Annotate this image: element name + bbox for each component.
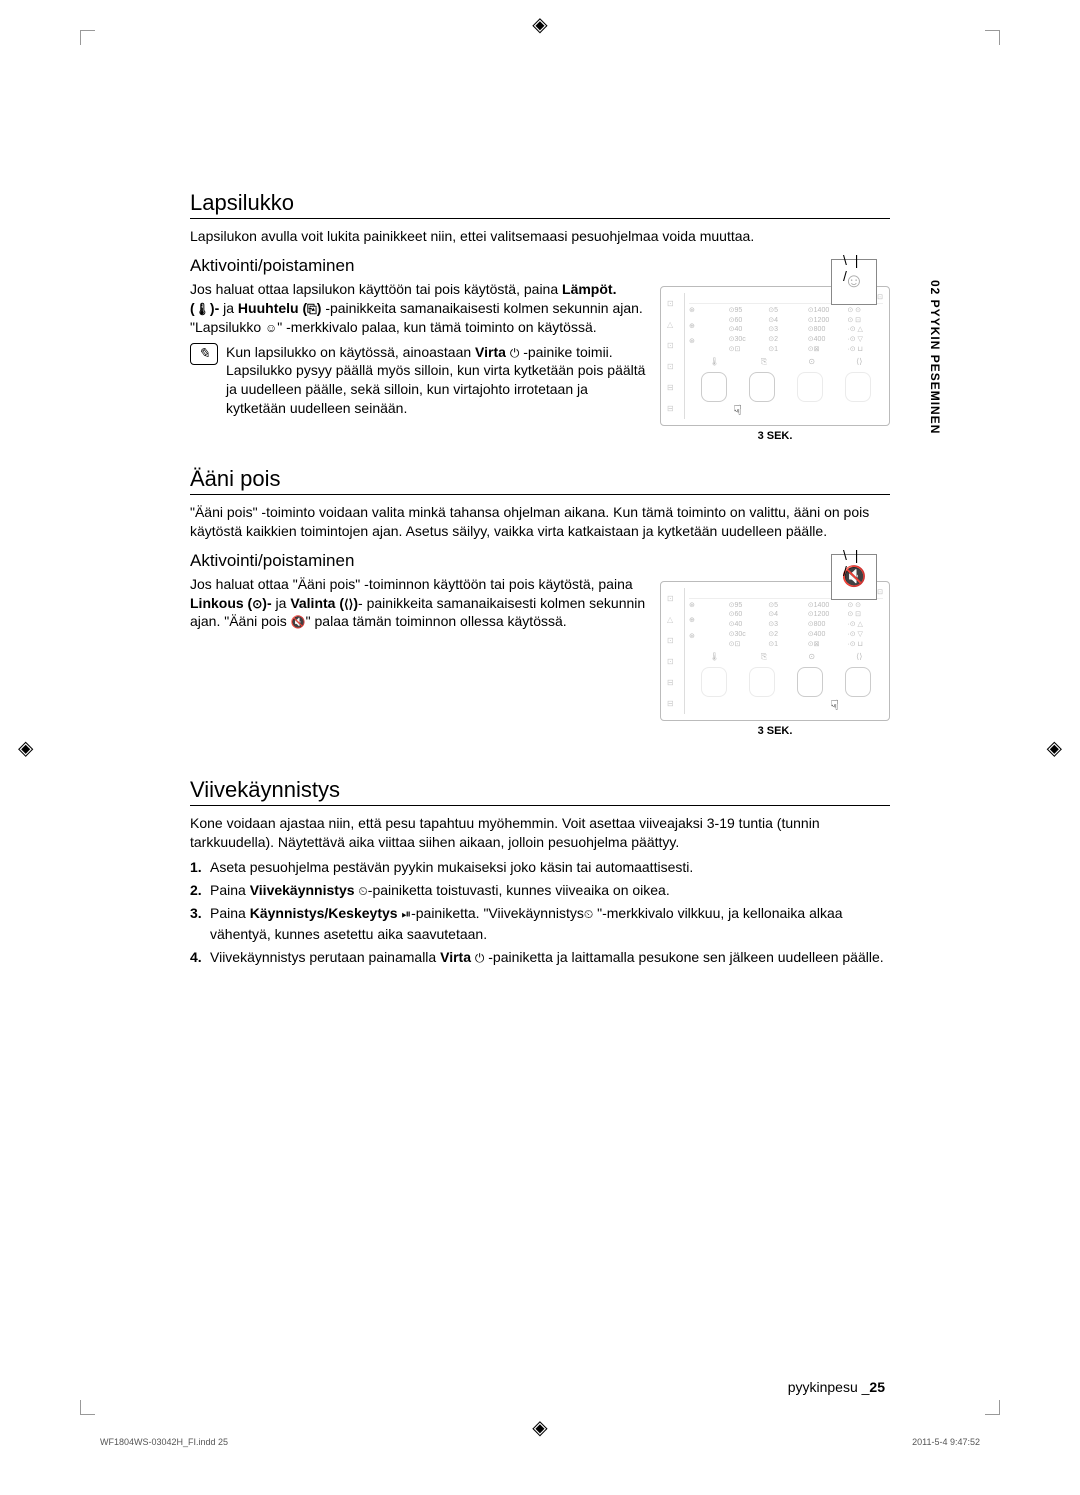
playpause-icon: ⏯	[401, 907, 411, 921]
meta-date: 2011-5-4 9:47:52	[912, 1437, 980, 1447]
crop-mark	[985, 1400, 1000, 1415]
viive-steps: Aseta pesuohjelma pestävän pyykin mukais…	[190, 857, 890, 968]
crop-mark	[80, 1400, 95, 1415]
aanipois-row: Jos haluat ottaa "Ääni pois" -toiminnon …	[190, 575, 890, 737]
viive-intro: Kone voidaan ajastaa niin, että pesu tap…	[190, 814, 890, 852]
page-footer: pyykinpesu _25	[788, 1379, 885, 1395]
viive-step-4: Viivekäynnistys perutaan painamalla Virt…	[190, 947, 890, 968]
viive-step-2: Paina Viivekäynnistys ⏲-painiketta toist…	[190, 880, 890, 901]
reg-mark-bottom: ◈	[532, 1415, 547, 1440]
finger-icon: ☟	[592, 402, 883, 419]
lapsilukko-para1: Jos haluat ottaa lapsilukon käyttöön tai…	[190, 280, 646, 337]
section-title-lapsilukko: Lapsilukko	[190, 190, 890, 219]
lapsilukko-note: ✎ Kun lapsilukko on käytössä, ainoastaan…	[190, 343, 646, 419]
panel-label: 3 SEK.	[660, 430, 890, 442]
face-icon: ☺	[265, 321, 277, 335]
clock-icon: ⏲	[358, 884, 367, 898]
rinse-icon: ⎘	[307, 302, 317, 316]
aanipois-intro: "Ääni pois" -toiminto voidaan valita min…	[190, 503, 890, 541]
aanipois-para: Jos haluat ottaa "Ääni pois" -toiminnon …	[190, 575, 646, 632]
lapsilukko-sub: Aktivointi/poistaminen	[190, 256, 890, 276]
select-icon: ⟨⟩	[344, 597, 353, 611]
clock-icon: ⏲	[584, 907, 593, 921]
spin-icon: ⊙	[252, 597, 262, 611]
page-content: Lapsilukko Lapsilukon avulla voit lukita…	[0, 0, 1080, 1030]
control-panel-lapsilukko: \ | / ☺ ⊡△⊡⊡⊟⊟ ⊡⊡ ·· ⊡⊡ ·· ⊡⊡ ⊛⊕⊛ ⊙95⊙60…	[660, 286, 890, 426]
panel-label: 3 SEK.	[660, 725, 890, 737]
power-icon: ⏻	[510, 346, 520, 360]
meta-file: WF1804WS-03042H_FI.indd 25	[100, 1437, 228, 1447]
aanipois-sub: Aktivointi/poistaminen	[190, 551, 890, 571]
lapsilukko-row: Jos haluat ottaa lapsilukon käyttöön tai…	[190, 280, 890, 442]
panel-callout-icon: \ | / 🔇	[831, 554, 877, 600]
mute-icon: 🔇	[291, 615, 306, 629]
power-icon: ⏻	[475, 951, 485, 965]
finger-icon: ☟	[786, 697, 883, 714]
control-panel-aanipois: \ | / 🔇 ⊡△⊡⊡⊟⊟ ⊡⊡ ·· ⊡⊡ ·· ⊡⊡ ⊛⊕⊛ ⊙95⊙60…	[660, 581, 890, 721]
section-title-viive: Viivekäynnistys	[190, 777, 890, 806]
note-icon: ✎	[190, 343, 218, 365]
viive-step-1: Aseta pesuohjelma pestävän pyykin mukais…	[190, 857, 890, 878]
lapsilukko-intro: Lapsilukon avulla voit lukita painikkeet…	[190, 227, 890, 246]
section-title-aanipois: Ääni pois	[190, 466, 890, 495]
panel-callout-icon: \ | / ☺	[831, 259, 877, 305]
temp-icon: 🌡	[195, 302, 210, 316]
viive-step-3: Paina Käynnistys/Keskeytys ⏯-painiketta.…	[190, 903, 890, 945]
